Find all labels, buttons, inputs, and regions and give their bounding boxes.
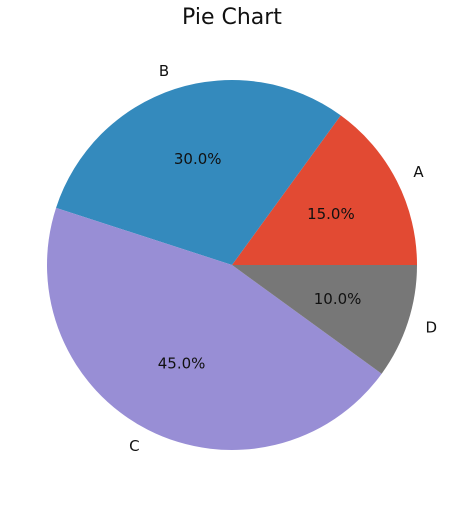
pie-labels: A 15.0% B 30.0% C 45.0% D 10.0%: [129, 62, 437, 455]
percent-label-d: 10.0%: [314, 290, 362, 308]
category-label-b: B: [159, 62, 169, 80]
chart-title: Pie Chart: [182, 5, 282, 30]
pie-slices: [46, 79, 417, 451]
percent-label-b: 30.0%: [174, 150, 222, 168]
pie-slice-c: [46, 207, 382, 451]
percent-label-a: 15.0%: [307, 205, 355, 223]
category-label-d: D: [426, 318, 438, 336]
category-label-a: A: [413, 163, 424, 181]
pie-slice-b: [56, 79, 341, 265]
pie-slice-d: [232, 265, 417, 374]
pie-slice-a: [232, 115, 417, 266]
category-label-c: C: [129, 437, 139, 455]
percent-label-c: 45.0%: [158, 354, 206, 372]
